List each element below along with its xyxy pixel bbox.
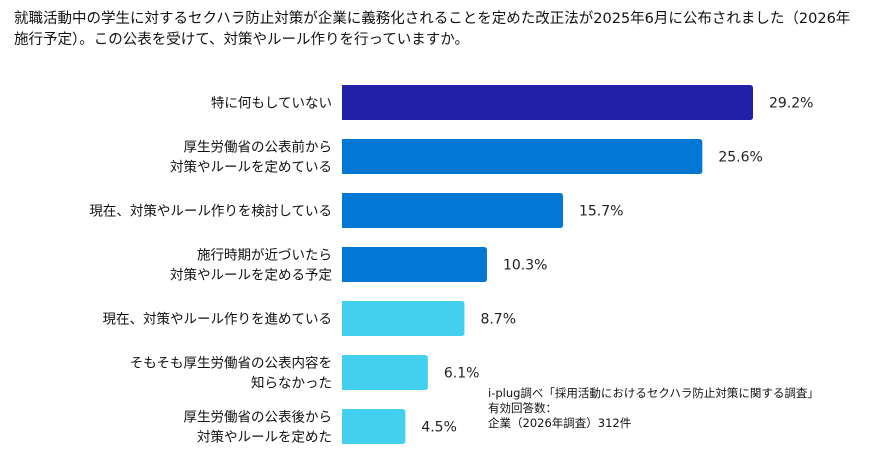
chart-title: 就職活動中の学生に対するセクハラ防止対策が企業に義務化されることを定めた改正法が… [14,11,851,48]
bar [342,355,428,390]
category-label: 厚生労働省の公表後から [184,410,333,426]
category-label: 現在、対策やルール作りを検討している [89,203,332,220]
category-label: 対策やルールを定めた [197,429,332,446]
bar [342,247,487,282]
source-line: 企業（2026年調査）312件 [488,416,632,430]
category-label: 厚生労働省の公表前から [184,139,333,156]
source-line: 有効回答数： [488,401,557,415]
data-label: 10.3% [503,258,547,274]
category-label: 知らなかった [251,375,332,392]
bar [342,409,406,444]
category-label: そもそも厚生労働省の公表内容を [130,355,332,372]
category-label: 対策やルールを定めている [170,159,332,176]
data-label: 25.6% [718,150,762,166]
data-label: 4.5% [421,420,457,436]
source-line: i-plug調べ「採用活動におけるセクハラ防止対策に関する調査」 [488,386,819,400]
bar [342,85,753,120]
data-label: 15.7% [579,204,623,220]
data-label: 8.7% [480,312,516,328]
data-label: 6.1% [444,366,480,382]
bar [342,301,465,336]
category-label: 特に何もしていない [211,96,332,112]
category-label: 施行時期が近づいたら [197,248,332,264]
bar [342,139,703,174]
category-label: 対策やルールを定める予定 [170,267,332,284]
bar [342,193,563,228]
category-label: 現在、対策やルール作りを進めている [103,311,333,328]
source-note: i-plug調べ「採用活動におけるセクハラ防止対策に関する調査」 有効回答数： … [488,386,819,431]
data-label: 29.2% [769,96,813,112]
